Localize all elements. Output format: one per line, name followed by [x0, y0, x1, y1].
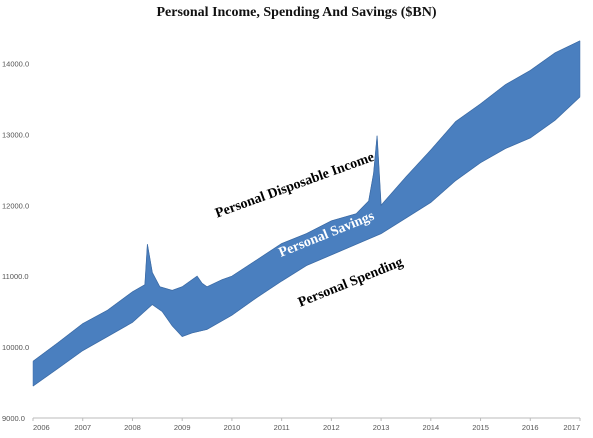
- series-line-personal-disposable-income: [32, 40, 581, 362]
- y-tick-label: 11000.0: [2, 272, 29, 281]
- x-tick-label: 2008: [124, 423, 141, 432]
- chart-title: Personal Income, Spending And Savings ($…: [156, 5, 437, 20]
- series-line-personal-spending: [32, 96, 581, 387]
- x-axis-ticks: 2006 2007 2008 2009 2010 2011 2012 2013 2014 2015…: [32, 418, 581, 432]
- y-tick-label: 12000.0: [2, 201, 29, 210]
- y-axis-ticks: 9000.0 10000.0 11000.0 12000.0 13000.0 14000.…: [2, 59, 29, 423]
- y-tick-label: 13000.0: [2, 130, 29, 139]
- x-tick-label: 2011: [274, 423, 290, 432]
- annotation-personal-disposable-income: Personal Disposable Income: [213, 150, 376, 222]
- x-tick-label: 2013: [373, 423, 390, 432]
- x-tick-label: 2017: [563, 423, 580, 432]
- x-tick-label: 2007: [74, 423, 91, 432]
- x-tick-label: 2010: [224, 423, 241, 432]
- x-tick-label: 2012: [323, 423, 340, 432]
- savings-band-area: [32, 40, 581, 387]
- x-tick-label: 2006: [33, 423, 50, 432]
- y-tick-label: 9000.0: [2, 414, 25, 423]
- x-tick-label: 2014: [422, 423, 439, 432]
- x-tick-label: 2009: [174, 423, 191, 432]
- x-tick-label: 2016: [522, 423, 539, 432]
- y-tick-label: 14000.0: [2, 59, 29, 68]
- y-tick-label: 10000.0: [2, 343, 29, 352]
- x-tick-label: 2015: [472, 423, 489, 432]
